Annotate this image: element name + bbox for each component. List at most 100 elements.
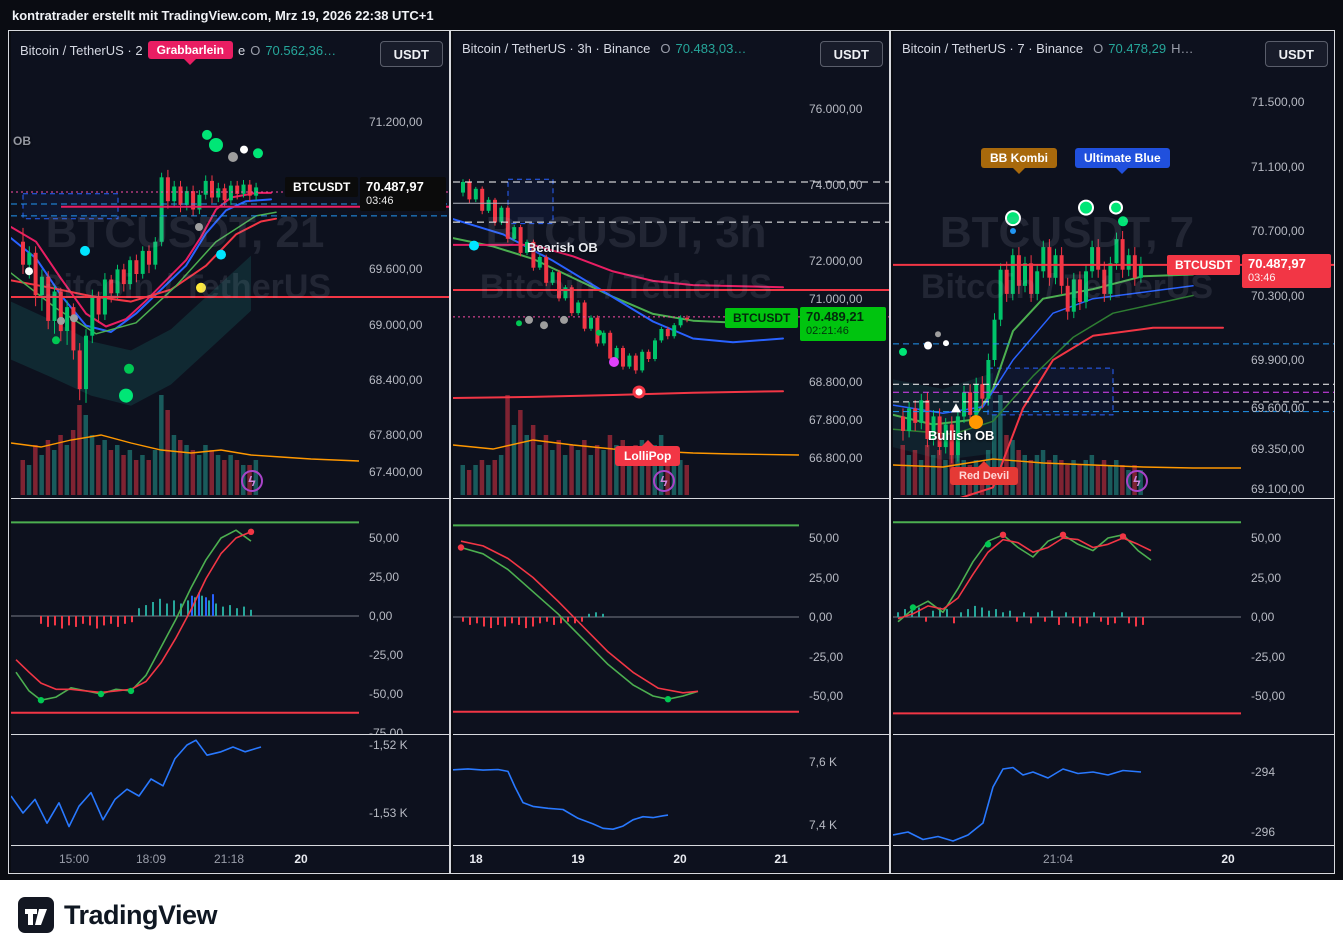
signal-dot	[609, 357, 619, 367]
candle-body	[608, 332, 613, 359]
candle-body	[582, 302, 587, 329]
oscillator-pane[interactable]: 50,00 25,00 0,00 -25,00 -50,00	[453, 498, 889, 734]
volume-bar	[1065, 465, 1070, 495]
candle-body	[525, 241, 529, 253]
symbol-price-tag: BTCUSDT	[285, 177, 359, 197]
price-tick: 71.000,00	[809, 292, 863, 306]
candle-body	[998, 269, 1003, 320]
time-label: 15:00	[58, 852, 90, 866]
volume-ma-line	[893, 458, 1241, 469]
ind-tick: -1,52 K	[369, 738, 408, 752]
volume-bar	[900, 445, 905, 495]
time-axis[interactable]: 18 19 20 21	[453, 845, 889, 872]
main-chart-area[interactable]: BTCUSDT, 3h Bitcoin / TetherUS Bitcoin /…	[453, 32, 889, 497]
candle-body	[1035, 271, 1040, 294]
oscillator-pane[interactable]: 50,00 25,00 0,00 -25,00 -50,00 -75,00	[11, 498, 449, 734]
volume-bar	[115, 445, 120, 495]
candle-body	[241, 184, 246, 194]
ma-line	[11, 191, 272, 328]
candle-body	[968, 392, 973, 415]
currency-button[interactable]: USDT	[1264, 41, 1328, 67]
volume-bar	[1059, 460, 1064, 495]
price-tick: 67.800,00	[809, 413, 863, 427]
candle-body	[986, 360, 991, 399]
time-label: 18	[469, 852, 483, 866]
price-tick: 68.800,00	[809, 375, 863, 389]
candle-body	[203, 180, 208, 195]
volume-bar	[70, 430, 76, 495]
lower-indicator-pane[interactable]: -1,52 K -1,53 K	[11, 734, 449, 845]
time-axis[interactable]: 15:00 18:09 21:18 20	[11, 845, 449, 872]
lightning-icon[interactable]: ϟ	[653, 470, 675, 492]
price-tick: 67.800,00	[369, 428, 423, 442]
price-tick: 69.600,00	[1251, 401, 1305, 415]
signal-dot	[25, 267, 33, 276]
candle-body	[1004, 269, 1009, 294]
volume-bar	[1022, 455, 1027, 495]
price-tick: 66.800,00	[809, 451, 863, 465]
candle-body	[1077, 279, 1082, 302]
volume-bar	[77, 405, 82, 495]
volume-bar	[52, 450, 57, 495]
signal-dot	[52, 336, 60, 345]
volume-bar	[1053, 455, 1058, 495]
candle-body	[901, 416, 905, 431]
signal-dot	[943, 340, 949, 347]
signal-dot	[1078, 199, 1094, 216]
lightning-icon[interactable]: ϟ	[241, 470, 263, 492]
lightning-icon[interactable]: ϟ	[1126, 470, 1148, 492]
candle-body	[962, 392, 966, 417]
price-chart-svg	[11, 129, 449, 495]
open-label: O	[250, 42, 261, 58]
ohlc-extra: H…	[1171, 41, 1194, 56]
osc-dot	[457, 544, 465, 551]
main-chart-area[interactable]: BTCUSDT, 7 Bitcoin / TetherUS Bitcoin / …	[893, 32, 1334, 497]
volume-bar	[652, 445, 657, 495]
chart-legend[interactable]: Bitcoin / TetherUS · 7 · Binance O 70.47…	[902, 41, 1193, 56]
candle-body	[140, 250, 145, 274]
signal-dot	[516, 320, 522, 327]
indicator-svg	[893, 766, 1142, 842]
open-value: 70.478,29	[1108, 41, 1167, 56]
volume-bar	[633, 445, 638, 495]
candle-body	[115, 269, 120, 294]
signal-dot	[469, 240, 479, 251]
signal-dot	[196, 282, 206, 293]
time-label: 19	[571, 852, 585, 866]
currency-button[interactable]: USDT	[819, 41, 883, 67]
volume-bar	[215, 455, 221, 495]
osc-tick: 25,00	[1251, 571, 1282, 585]
volume-bar	[912, 450, 918, 495]
candle-body	[576, 302, 581, 314]
volume-bar	[45, 440, 51, 495]
chart-legend[interactable]: Bitcoin / TetherUS · 2 Grabbarlein e O 7…	[20, 41, 341, 65]
lower-indicator-pane[interactable]: 7,6 K 7,4 K	[453, 734, 889, 845]
osc-tick: -50,00	[809, 689, 844, 703]
volume-bar	[556, 440, 561, 495]
indicator-label: LolliPop	[615, 440, 681, 466]
main-chart-area[interactable]: BTCUSDT, 21 Bitcoin / TetherUS Bitcoin /…	[11, 32, 449, 497]
volume-bar	[1083, 460, 1088, 495]
osc-tick: 25,00	[369, 570, 400, 584]
candle-body	[153, 241, 158, 265]
osc-dot	[1119, 533, 1127, 540]
lower-indicator-pane[interactable]: -294 -296	[893, 734, 1334, 845]
oscillator-pane[interactable]: 50,00 25,00 0,00 -25,00 -50,00	[893, 498, 1334, 734]
chart-legend[interactable]: Bitcoin / TetherUS · 3h · Binance O 70.4…	[462, 41, 751, 56]
candle-body	[621, 348, 625, 367]
osc-tick: 0,00	[1251, 610, 1275, 624]
time-axis[interactable]: 21:04 20	[893, 845, 1334, 872]
signal-dot	[969, 415, 983, 430]
time-label: 20	[1221, 852, 1235, 866]
candle-body	[480, 188, 485, 211]
currency-button[interactable]: USDT	[379, 41, 443, 67]
indicator-svg	[453, 768, 669, 830]
price-chart-svg	[893, 199, 1334, 497]
volume-bar	[537, 445, 542, 495]
volume-bar	[518, 410, 523, 495]
volume-bar	[924, 445, 930, 495]
volume-bar	[39, 455, 44, 495]
candle-body	[33, 252, 38, 296]
symbol-title: Bitcoin / TetherUS · 3h · Binance	[462, 41, 651, 56]
price-tick: 67.400,00	[369, 465, 423, 479]
